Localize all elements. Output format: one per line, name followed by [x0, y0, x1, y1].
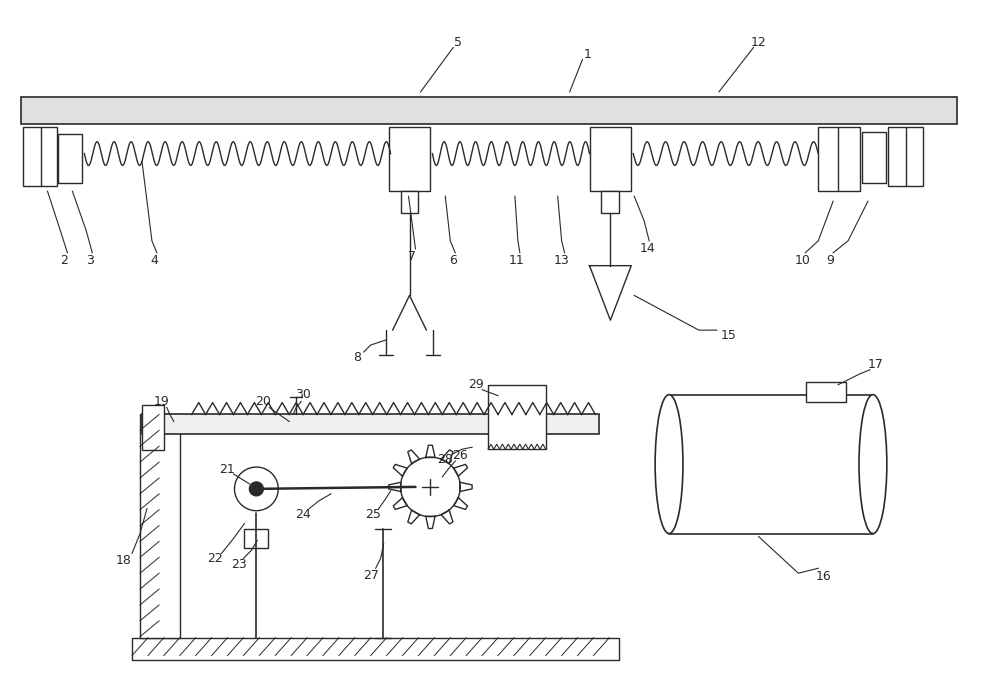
Text: 12: 12: [751, 36, 766, 49]
Text: 21: 21: [219, 463, 234, 475]
Text: 11: 11: [509, 254, 525, 267]
Text: 16: 16: [815, 570, 831, 583]
Text: 10: 10: [794, 254, 810, 267]
Text: 23: 23: [232, 558, 247, 571]
Text: 5: 5: [454, 36, 462, 49]
Text: 20: 20: [255, 395, 271, 408]
Circle shape: [249, 482, 263, 496]
Bar: [142, 415, 599, 434]
Text: 6: 6: [449, 254, 457, 267]
Bar: [488, 385, 546, 450]
Bar: [21, 97, 957, 124]
Bar: [142, 405, 164, 450]
Text: 8: 8: [353, 351, 361, 364]
Text: 29: 29: [468, 378, 484, 391]
Bar: [140, 415, 180, 638]
Text: 17: 17: [868, 358, 884, 371]
Bar: [401, 191, 418, 213]
Bar: [244, 528, 268, 549]
Bar: [132, 638, 619, 660]
Text: 27: 27: [363, 569, 379, 581]
Bar: [590, 127, 631, 191]
Text: 19: 19: [154, 395, 170, 408]
Text: 25: 25: [365, 508, 381, 521]
Text: 15: 15: [721, 329, 737, 341]
Bar: [806, 382, 846, 401]
Text: 13: 13: [554, 254, 570, 267]
Text: 7: 7: [408, 251, 416, 263]
Text: 9: 9: [826, 254, 834, 267]
Text: 18: 18: [116, 554, 132, 567]
Text: 1: 1: [584, 48, 591, 61]
Bar: [58, 134, 82, 184]
Text: 2: 2: [60, 254, 68, 267]
Text: 14: 14: [639, 242, 655, 255]
Text: 24: 24: [295, 508, 311, 521]
Text: 30: 30: [295, 388, 311, 401]
Text: 3: 3: [86, 254, 94, 267]
Text: 4: 4: [150, 254, 158, 267]
Bar: [862, 132, 886, 184]
Text: 26: 26: [452, 449, 468, 461]
Bar: [818, 127, 860, 191]
Ellipse shape: [859, 394, 887, 533]
Bar: [601, 191, 619, 213]
Bar: [389, 127, 430, 191]
Bar: [23, 127, 57, 186]
Text: 22: 22: [207, 552, 222, 565]
Text: 28: 28: [437, 452, 453, 466]
Bar: [669, 394, 873, 533]
Ellipse shape: [655, 394, 683, 533]
Bar: [888, 127, 923, 186]
